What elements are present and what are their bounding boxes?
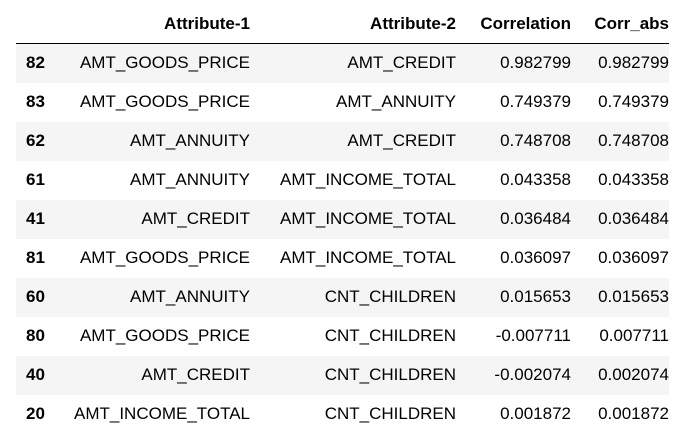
row-index: 82	[26, 53, 45, 73]
row-index: 81	[26, 248, 45, 267]
cell-attribute-2: AMT_INCOME_TOTAL	[279, 209, 456, 228]
cell-attribute-1: AMT_GOODS_PRICE	[79, 326, 250, 345]
cell-corr-abs: 0.007711	[599, 326, 669, 345]
table-row: 62 AMT_ANNUITY AMT_CREDIT 0.748708 0.748708	[16, 121, 669, 161]
cell-attribute-2: CNT_CHILDREN	[324, 365, 456, 384]
cell-attribute-1: AMT_GOODS_PRICE	[79, 53, 250, 73]
table-body: 82 AMT_GOODS_PRICE AMT_CREDIT 0.982799 0.982…	[16, 43, 669, 434]
cell-corr-abs: 0.749379	[598, 92, 669, 111]
table-row: 41 AMT_CREDIT AMT_INCOME_TOTAL 0.036484 0.03…	[16, 199, 669, 239]
cell-attribute-1: AMT_GOODS_PRICE	[79, 248, 250, 267]
row-index: 60	[26, 287, 45, 306]
cell-attribute-1: AMT_CREDIT	[141, 365, 250, 384]
cell-attribute-2: AMT_INCOME_TOTAL	[279, 170, 456, 189]
cell-attribute-2: CNT_CHILDREN	[324, 287, 456, 306]
cell-attribute-1: AMT_INCOME_TOTAL	[73, 404, 250, 423]
table-row: 60 AMT_ANNUITY CNT_CHILDREN 0.015653 0.01565…	[16, 277, 669, 317]
row-index: 20	[26, 404, 45, 423]
cell-attribute-2: AMT_ANNUITY	[336, 92, 456, 111]
row-index: 80	[26, 326, 45, 345]
cell-correlation: 0.015653	[500, 287, 571, 306]
cell-attribute-1: AMT_ANNUITY	[130, 131, 250, 150]
cell-attribute-2: AMT_CREDIT	[347, 53, 456, 73]
table-row: 82 AMT_GOODS_PRICE AMT_CREDIT 0.982799 0.982…	[16, 43, 669, 83]
cell-corr-abs: 0.036097	[598, 248, 669, 267]
cell-correlation: -0.002074	[494, 365, 571, 384]
table-row: 83 AMT_GOODS_PRICE AMT_ANNUITY 0.749379 0.74…	[16, 83, 669, 122]
cell-attribute-2: CNT_CHILDREN	[324, 404, 456, 423]
column-header-correlation: Correlation	[456, 5, 571, 44]
cell-attribute-1: AMT_ANNUITY	[130, 287, 250, 306]
cell-attribute-2: CNT_CHILDREN	[324, 326, 456, 345]
cell-attribute-2: AMT_INCOME_TOTAL	[279, 248, 456, 267]
cell-attribute-1: AMT_GOODS_PRICE	[79, 92, 250, 111]
column-header-attribute-1: Attribute-1	[64, 5, 250, 44]
header-row: Attribute-1 Attribute-2 Correlation Corr…	[16, 5, 669, 44]
cell-correlation: 0.036484	[500, 209, 571, 228]
cell-correlation: 0.036097	[500, 248, 571, 267]
cell-corr-abs: 0.036484	[598, 209, 669, 228]
cell-correlation: 0.982799	[500, 53, 571, 73]
table-row: 81 AMT_GOODS_PRICE AMT_INCOME_TOTAL 0.03609…	[16, 239, 669, 278]
correlation-dataframe: Attribute-1 Attribute-2 Correlation Corr…	[16, 5, 669, 434]
cell-attribute-1: AMT_ANNUITY	[130, 170, 250, 189]
cell-correlation: 0.001872	[500, 404, 571, 423]
cell-correlation: -0.007711	[495, 326, 571, 345]
cell-attribute-2: AMT_CREDIT	[347, 131, 456, 150]
table-row: 61 AMT_ANNUITY AMT_INCOME_TOTAL 0.043358 0.0…	[16, 161, 669, 200]
cell-attribute-1: AMT_CREDIT	[141, 209, 250, 228]
table-row: 20 AMT_INCOME_TOTAL CNT_CHILDREN 0.001872 0.…	[16, 395, 669, 434]
row-index: 61	[26, 170, 45, 189]
cell-corr-abs: 0.001872	[598, 404, 669, 423]
cell-correlation: 0.749379	[500, 92, 571, 111]
column-header-attribute-2: Attribute-2	[250, 5, 456, 44]
cell-corr-abs: 0.015653	[598, 287, 669, 306]
cell-corr-abs: 0.043358	[598, 170, 669, 189]
cell-correlation: 0.043358	[500, 170, 571, 189]
cell-corr-abs: 0.002074	[598, 365, 669, 384]
table-header: Attribute-1 Attribute-2 Correlation Corr…	[16, 5, 669, 44]
index-header	[16, 5, 64, 44]
row-index: 40	[26, 365, 45, 384]
table-row: 40 AMT_CREDIT CNT_CHILDREN -0.002074 0.00207…	[16, 355, 669, 395]
table-row: 80 AMT_GOODS_PRICE CNT_CHILDREN -0.007711 0.…	[16, 317, 669, 356]
cell-corr-abs: 0.982799	[598, 53, 669, 73]
cell-correlation: 0.748708	[500, 131, 571, 150]
row-index: 41	[26, 209, 45, 228]
row-index: 62	[26, 131, 45, 150]
row-index: 83	[26, 92, 45, 111]
column-header-corr-abs: Corr_abs	[571, 5, 669, 44]
cell-corr-abs: 0.748708	[598, 131, 669, 150]
